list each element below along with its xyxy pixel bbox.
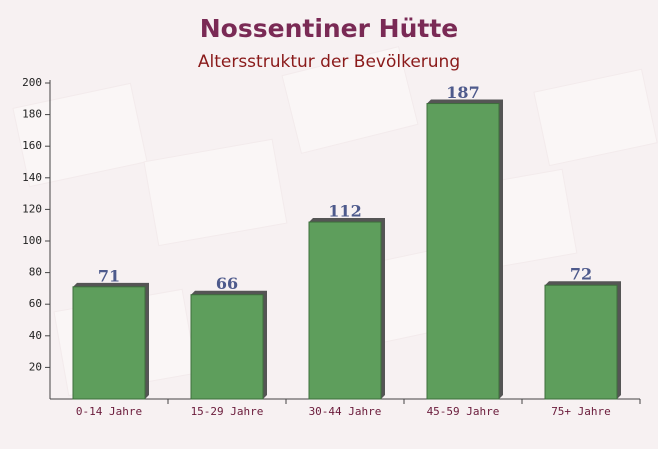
value-label: 71 [98,266,120,285]
bar [426,103,500,400]
x-tick-label: 75+ Jahre [551,405,611,418]
chart-title: Nossentiner Hütte [200,14,459,43]
y-tick-label: 100 [22,234,42,247]
value-label: 112 [328,202,361,221]
bar [190,294,264,400]
chart-subtitle: Altersstruktur der Bevölkerung [198,52,460,72]
x-tick-label: 30-44 Jahre [309,405,382,418]
value-label: 187 [446,83,479,102]
x-tick-label: 0-14 Jahre [76,405,142,418]
y-tick-label: 140 [22,171,42,184]
bar [72,286,146,400]
x-tick-label: 45-59 Jahre [427,405,500,418]
y-tick-label: 40 [29,329,42,342]
y-tick-label: 60 [29,297,42,310]
y-tick-label: 120 [22,202,42,215]
y-tick-label: 160 [22,139,42,152]
y-tick-label: 20 [29,360,42,373]
y-tick-label: 180 [22,108,42,121]
y-tick-label: 200 [22,76,42,89]
y-tick-label: 80 [29,266,42,279]
bar [544,284,618,400]
bar [308,221,382,400]
value-label: 72 [570,265,592,284]
x-tick-label: 15-29 Jahre [191,405,264,418]
value-label: 66 [216,274,238,293]
